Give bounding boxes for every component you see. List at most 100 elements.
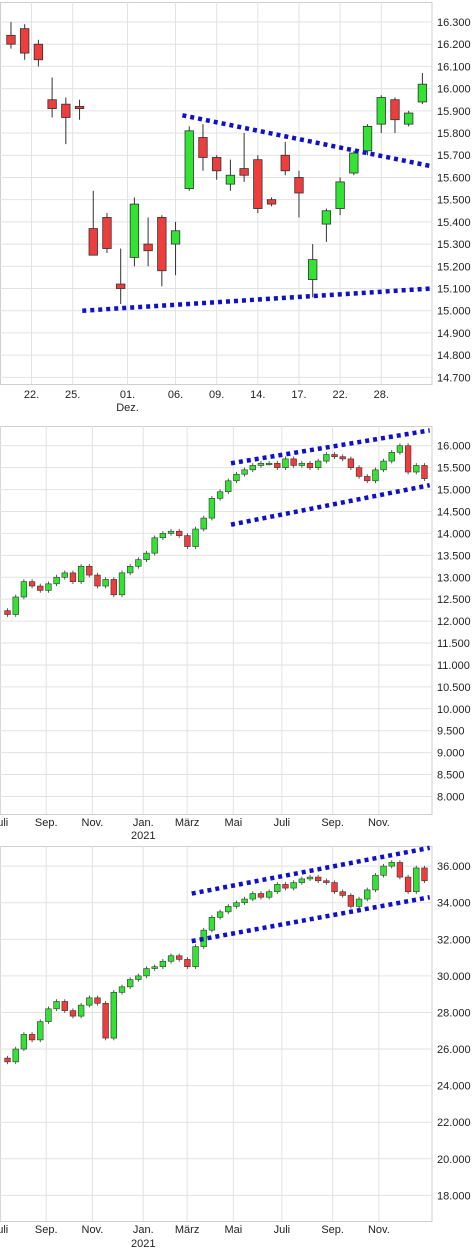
candle-body bbox=[315, 876, 322, 882]
candle-body bbox=[77, 1004, 85, 1017]
candle-body bbox=[413, 867, 420, 893]
candle-body bbox=[388, 862, 395, 867]
candle-body bbox=[404, 445, 412, 473]
y-tick-label: 16.000 bbox=[437, 84, 471, 96]
candle-body bbox=[200, 517, 207, 530]
candle-body bbox=[413, 465, 420, 473]
candle-body bbox=[12, 596, 19, 615]
candle-body bbox=[372, 469, 379, 482]
candle-body bbox=[208, 498, 216, 519]
candle-body bbox=[216, 491, 224, 499]
candle-body bbox=[116, 283, 126, 289]
x-tick-label: Jan. bbox=[133, 817, 154, 829]
y-tick-label: 14.900 bbox=[437, 328, 471, 340]
trendline bbox=[191, 895, 431, 944]
candle-body bbox=[37, 585, 44, 591]
candle-body bbox=[239, 168, 249, 176]
plot-frame bbox=[0, 426, 433, 815]
candle-body bbox=[355, 467, 363, 477]
y-tick-label: 8.500 bbox=[437, 770, 465, 782]
y-tick-label: 13.000 bbox=[437, 572, 471, 584]
candle-body bbox=[339, 891, 346, 896]
candle-body bbox=[380, 865, 387, 876]
candle-body bbox=[118, 572, 126, 596]
candle-body bbox=[28, 581, 36, 587]
candle-body bbox=[421, 465, 428, 479]
candle-body bbox=[184, 959, 191, 968]
candle-body bbox=[417, 83, 428, 103]
y-tick-label: 15.700 bbox=[437, 150, 471, 162]
y-tick-label: 10.000 bbox=[437, 704, 471, 716]
y-tick-label: 15.600 bbox=[437, 172, 471, 184]
y-tick-label: 14.800 bbox=[437, 350, 471, 362]
candle-body bbox=[28, 1034, 36, 1041]
y-tick-label: 15.100 bbox=[437, 284, 471, 296]
candle-body bbox=[282, 884, 289, 889]
candle-body bbox=[396, 445, 404, 453]
candle-body bbox=[12, 1048, 19, 1063]
candle-body bbox=[135, 975, 142, 980]
candle-body bbox=[376, 97, 386, 125]
trendline bbox=[191, 845, 431, 896]
candle-body bbox=[298, 462, 305, 466]
candle-body bbox=[233, 473, 240, 482]
candle-body bbox=[159, 533, 167, 539]
x-tick-label: 01. bbox=[120, 389, 135, 401]
candle-body bbox=[396, 862, 404, 878]
candle-body bbox=[249, 465, 256, 471]
x-tick-label: Juli bbox=[274, 1224, 291, 1236]
candle-body bbox=[282, 458, 289, 468]
candle-body bbox=[94, 997, 101, 1004]
x-tick-label: 25. bbox=[65, 389, 80, 401]
candle-body bbox=[61, 103, 71, 118]
candle-body bbox=[388, 452, 395, 462]
candle-body bbox=[290, 882, 297, 889]
candle-body bbox=[167, 955, 175, 962]
candle-body bbox=[47, 99, 57, 110]
x-tick-label: 17. bbox=[291, 389, 306, 401]
candle-body bbox=[74, 105, 85, 110]
x-tick-label: März bbox=[175, 817, 199, 829]
candle-body bbox=[118, 986, 126, 993]
candle-body bbox=[170, 230, 181, 245]
y-tick-label: 8.000 bbox=[437, 791, 465, 803]
candle-body bbox=[143, 243, 153, 252]
x-tick-label: März bbox=[175, 1224, 199, 1236]
candle-body bbox=[274, 462, 281, 468]
candle-body bbox=[323, 880, 330, 883]
trendline bbox=[230, 428, 431, 466]
candle-body bbox=[208, 917, 216, 931]
candle-body bbox=[102, 217, 112, 249]
candle-body bbox=[102, 579, 109, 587]
x-tick-label: 22. bbox=[332, 389, 347, 401]
x-tick-label: Sep. bbox=[321, 1224, 344, 1236]
candle-body bbox=[362, 125, 373, 152]
y-tick-label: 15.400 bbox=[437, 217, 471, 229]
y-tick-label: 16.300 bbox=[437, 17, 471, 29]
candle-body bbox=[69, 1010, 77, 1017]
chart-panel-index-1y: 8.000 8.500 9.000 9.500 10.000 10.500 11.000 11… bbox=[0, 426, 471, 842]
candle-body bbox=[335, 181, 345, 209]
y-tick-label: 16.200 bbox=[437, 39, 471, 51]
candle-body bbox=[20, 581, 28, 598]
y-tick-label: 11.500 bbox=[437, 638, 470, 650]
candle-body bbox=[151, 966, 158, 969]
candle-body bbox=[37, 1021, 44, 1041]
x-tick-label: Juli bbox=[0, 1224, 8, 1236]
chart-panel-december-daily: 14.700 14.800 14.900 15.000 15.100 15.200 15.3… bbox=[0, 2, 471, 414]
y-tick-label: 26.000 bbox=[437, 1044, 471, 1056]
candle-body bbox=[176, 955, 183, 960]
candle-body bbox=[306, 462, 314, 468]
x-tick-label: Nov. bbox=[368, 817, 390, 829]
candle-body bbox=[225, 906, 232, 913]
candle-body bbox=[157, 217, 167, 272]
y-tick-label: 32.000 bbox=[437, 934, 471, 946]
candle-body bbox=[355, 898, 363, 907]
candle-body bbox=[253, 159, 263, 209]
trendline bbox=[82, 286, 433, 313]
candle-body bbox=[61, 1001, 68, 1011]
candle-body bbox=[349, 152, 359, 174]
x-tick-label: Nov. bbox=[368, 1224, 390, 1236]
x-tick-label: Jan. bbox=[133, 1224, 154, 1236]
x-tick-label: 14. bbox=[250, 389, 265, 401]
